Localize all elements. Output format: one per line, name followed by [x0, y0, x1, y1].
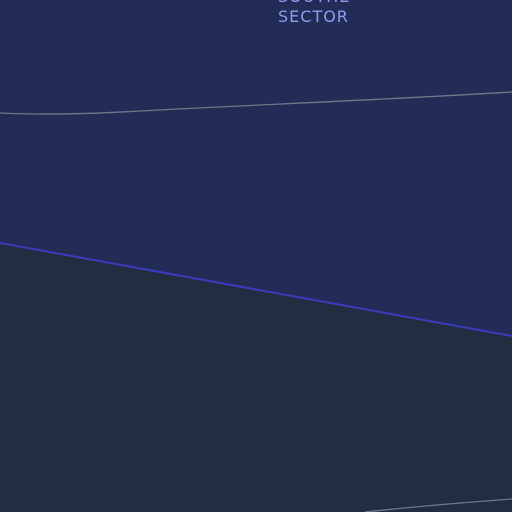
upper-region	[0, 0, 512, 336]
sector-boundary-line	[0, 242, 512, 337]
sector-label: SECTOR	[278, 7, 349, 26]
road-line-upper	[0, 91, 512, 115]
sector-label-cut-off: SOUTHE	[278, 0, 398, 8]
road-line-lower	[364, 498, 512, 512]
